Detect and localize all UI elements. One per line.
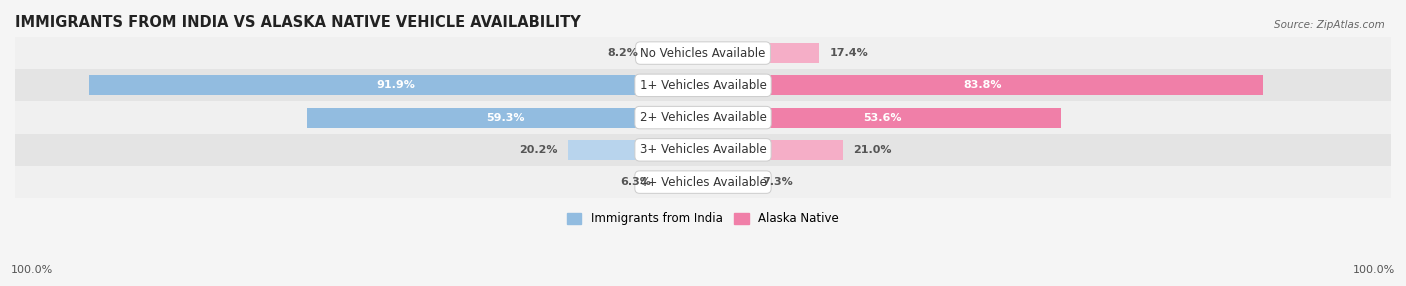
Bar — [0, 166, 1406, 198]
Text: 8.2%: 8.2% — [607, 48, 638, 58]
Text: Source: ZipAtlas.com: Source: ZipAtlas.com — [1274, 20, 1385, 30]
Text: 7.3%: 7.3% — [762, 177, 793, 187]
Bar — [89, 75, 703, 95]
Bar — [703, 140, 844, 160]
Text: 17.4%: 17.4% — [830, 48, 868, 58]
Bar — [703, 172, 752, 192]
Text: 91.9%: 91.9% — [377, 80, 416, 90]
Text: No Vehicles Available: No Vehicles Available — [640, 47, 766, 59]
Text: 20.2%: 20.2% — [520, 145, 558, 155]
Bar — [0, 37, 1406, 69]
Legend: Immigrants from India, Alaska Native: Immigrants from India, Alaska Native — [562, 208, 844, 230]
Text: 2+ Vehicles Available: 2+ Vehicles Available — [640, 111, 766, 124]
Text: 53.6%: 53.6% — [863, 113, 901, 123]
Bar — [568, 140, 703, 160]
Text: 21.0%: 21.0% — [853, 145, 891, 155]
Bar — [0, 134, 1406, 166]
Text: 1+ Vehicles Available: 1+ Vehicles Available — [640, 79, 766, 92]
Text: 100.0%: 100.0% — [11, 265, 53, 275]
Text: 59.3%: 59.3% — [485, 113, 524, 123]
Bar — [0, 102, 1406, 134]
Bar — [307, 108, 703, 128]
Text: 83.8%: 83.8% — [963, 80, 1002, 90]
Bar — [703, 75, 1263, 95]
Text: 6.3%: 6.3% — [620, 177, 651, 187]
Bar — [703, 108, 1062, 128]
Bar — [703, 43, 820, 63]
Bar — [648, 43, 703, 63]
Bar — [0, 69, 1406, 102]
Text: IMMIGRANTS FROM INDIA VS ALASKA NATIVE VEHICLE AVAILABILITY: IMMIGRANTS FROM INDIA VS ALASKA NATIVE V… — [15, 15, 581, 30]
Text: 3+ Vehicles Available: 3+ Vehicles Available — [640, 143, 766, 156]
Bar — [661, 172, 703, 192]
Text: 4+ Vehicles Available: 4+ Vehicles Available — [640, 176, 766, 188]
Text: 100.0%: 100.0% — [1353, 265, 1395, 275]
